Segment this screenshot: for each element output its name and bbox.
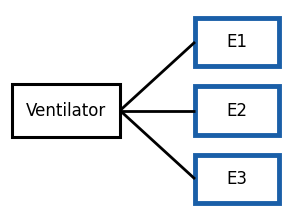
Text: E1: E1: [226, 33, 248, 51]
Bar: [12, 84, 120, 137]
Text: E2: E2: [226, 101, 248, 120]
Text: E3: E3: [226, 170, 248, 188]
Bar: [195, 18, 279, 66]
Bar: [195, 155, 279, 203]
Bar: [195, 86, 279, 135]
Text: Ventilator: Ventilator: [26, 101, 106, 120]
